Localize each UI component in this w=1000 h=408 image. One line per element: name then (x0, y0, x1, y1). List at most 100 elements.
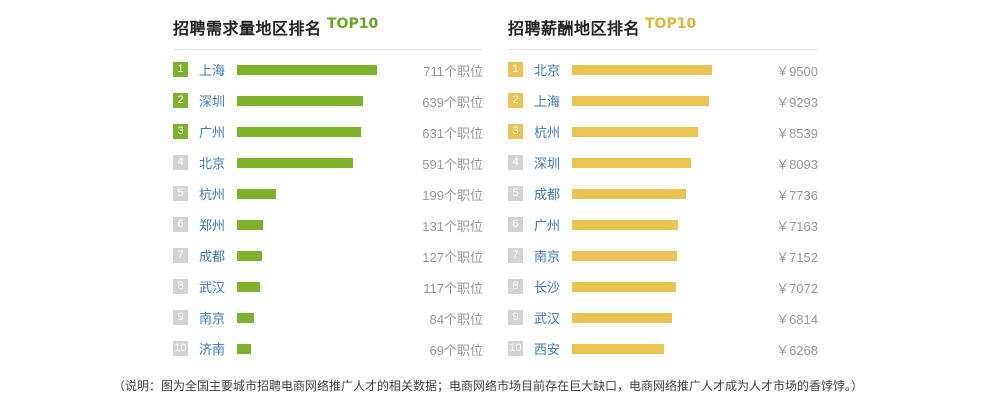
demand-rank-badge: 10 (173, 341, 188, 356)
salary-rank-row: 2 上海 ￥9293 (508, 85, 818, 116)
demand-bar-track (237, 313, 422, 323)
salary-rank-badge: 6 (508, 217, 523, 232)
demand-rank-row: 4 北京 591个职位 (173, 147, 483, 178)
demand-bar-track (237, 282, 422, 292)
salary-rank-badge: 2 (508, 93, 523, 108)
salary-rank-badge: 1 (508, 62, 523, 77)
demand-rank-row: 7 成都 127个职位 (173, 240, 483, 271)
demand-bar-track (237, 344, 422, 354)
salary-bar-track (572, 127, 757, 137)
demand-bar-track (237, 65, 422, 75)
demand-value-label: 131个职位 (422, 219, 483, 235)
chart-footnote: （说明：图为全国主要城市招聘电商网络推广人才的相关数据；电商网络市场目前存在巨大… (113, 379, 864, 393)
demand-rank-badge: 1 (173, 62, 188, 77)
salary-rank-badge: 7 (508, 248, 523, 263)
demand-rank-row: 5 杭州 199个职位 (173, 178, 483, 209)
salary-bar-track (572, 96, 757, 106)
salary-city-link[interactable]: 成都 (534, 188, 561, 203)
demand-city-link[interactable]: 郑州 (199, 219, 226, 234)
salary-top10-tag: TOP10 (645, 16, 697, 32)
salary-value-label: ￥8093 (776, 157, 818, 172)
demand-rank-badge: 9 (173, 310, 188, 325)
demand-value-label: 591个职位 (422, 157, 483, 173)
demand-value-label: 639个职位 (422, 95, 483, 111)
salary-value-bar (572, 189, 686, 199)
salary-value-label: ￥8539 (776, 126, 818, 141)
demand-rank-badge: 2 (173, 93, 188, 108)
salary-city-link[interactable]: 长沙 (534, 281, 561, 296)
salary-value-bar (572, 313, 673, 323)
demand-city-link[interactable]: 南京 (199, 312, 226, 327)
salary-city-link[interactable]: 西安 (534, 343, 561, 358)
salary-value-label: ￥7072 (776, 281, 818, 296)
demand-value-label: 84个职位 (429, 312, 483, 328)
demand-city-link[interactable]: 广州 (199, 126, 226, 141)
salary-city-link[interactable]: 武汉 (534, 312, 561, 327)
demand-rank-badge: 3 (173, 124, 188, 139)
salary-value-bar (572, 282, 677, 292)
salary-value-label: ￥7736 (776, 188, 818, 203)
demand-rank-row: 3 广州 631个职位 (173, 116, 483, 147)
demand-value-bar (237, 344, 251, 354)
demand-city-link[interactable]: 上海 (199, 64, 226, 79)
demand-rank-row: 6 郑州 131个职位 (173, 209, 483, 240)
demand-value-label: 127个职位 (422, 250, 483, 266)
salary-rank-row: 7 南京 ￥7152 (508, 240, 818, 271)
demand-value-bar (237, 65, 377, 75)
demand-rank-row: 9 南京 84个职位 (173, 302, 483, 333)
salary-panel-header: 招聘薪酬地区排名 TOP10 (508, 0, 818, 50)
salary-rank-row: 5 成都 ￥7736 (508, 178, 818, 209)
demand-city-link[interactable]: 济南 (199, 343, 226, 358)
demand-value-label: 117个职位 (423, 281, 483, 297)
salary-rank-badge: 8 (508, 279, 523, 294)
demand-bar-track (237, 220, 422, 230)
demand-top10-tag: TOP10 (327, 16, 379, 32)
salary-city-link[interactable]: 广州 (534, 219, 561, 234)
demand-city-link[interactable]: 北京 (199, 157, 226, 172)
demand-bar-track (237, 251, 422, 261)
salary-rank-badge: 10 (508, 341, 523, 356)
demand-bar-track (237, 127, 422, 137)
salary-value-label: ￥6268 (776, 343, 818, 358)
salary-city-link[interactable]: 北京 (534, 64, 561, 79)
demand-rank-row: 2 深圳 639个职位 (173, 85, 483, 116)
salary-panel-title: 招聘薪酬地区排名 (508, 19, 641, 38)
demand-rank-row: 8 武汉 117个职位 (173, 271, 483, 302)
salary-bar-track (572, 158, 757, 168)
salary-city-link[interactable]: 深圳 (534, 157, 561, 172)
demand-value-label: 631个职位 (422, 126, 483, 142)
salary-city-link[interactable]: 上海 (534, 95, 561, 110)
salary-value-label: ￥6814 (776, 312, 818, 327)
salary-value-label: ￥9500 (776, 64, 818, 79)
salary-rank-badge: 9 (508, 310, 523, 325)
demand-value-bar (237, 158, 354, 168)
salary-city-link[interactable]: 南京 (534, 250, 561, 265)
demand-city-link[interactable]: 武汉 (199, 281, 226, 296)
salary-value-bar (572, 158, 692, 168)
demand-value-label: 711个职位 (423, 64, 483, 80)
demand-value-bar (237, 220, 263, 230)
salary-value-label: ￥7152 (776, 250, 818, 265)
demand-value-bar (237, 282, 261, 292)
demand-value-bar (237, 127, 362, 137)
demand-rank-badge: 5 (173, 186, 188, 201)
salary-value-bar (572, 127, 698, 137)
demand-value-label: 69个职位 (429, 343, 483, 359)
demand-value-bar (237, 96, 363, 106)
salary-rank-row: 3 杭州 ￥8539 (508, 116, 818, 147)
salary-rank-row: 8 长沙 ￥7072 (508, 271, 818, 302)
salary-city-link[interactable]: 杭州 (534, 126, 561, 141)
demand-city-link[interactable]: 深圳 (199, 95, 226, 110)
salary-bar-track (572, 282, 757, 292)
demand-bar-track (237, 189, 422, 199)
demand-value-bar (237, 313, 254, 323)
demand-city-link[interactable]: 杭州 (199, 188, 226, 203)
demand-rank-row: 10 济南 69个职位 (173, 333, 483, 364)
salary-rank-badge: 4 (508, 155, 523, 170)
demand-rank-badge: 7 (173, 248, 188, 263)
demand-rank-row: 1 上海 711个职位 (173, 54, 483, 85)
demand-city-link[interactable]: 成都 (199, 250, 226, 265)
salary-rank-row: 4 深圳 ￥8093 (508, 147, 818, 178)
demand-value-bar (237, 189, 277, 199)
salary-value-label: ￥9293 (776, 95, 818, 110)
